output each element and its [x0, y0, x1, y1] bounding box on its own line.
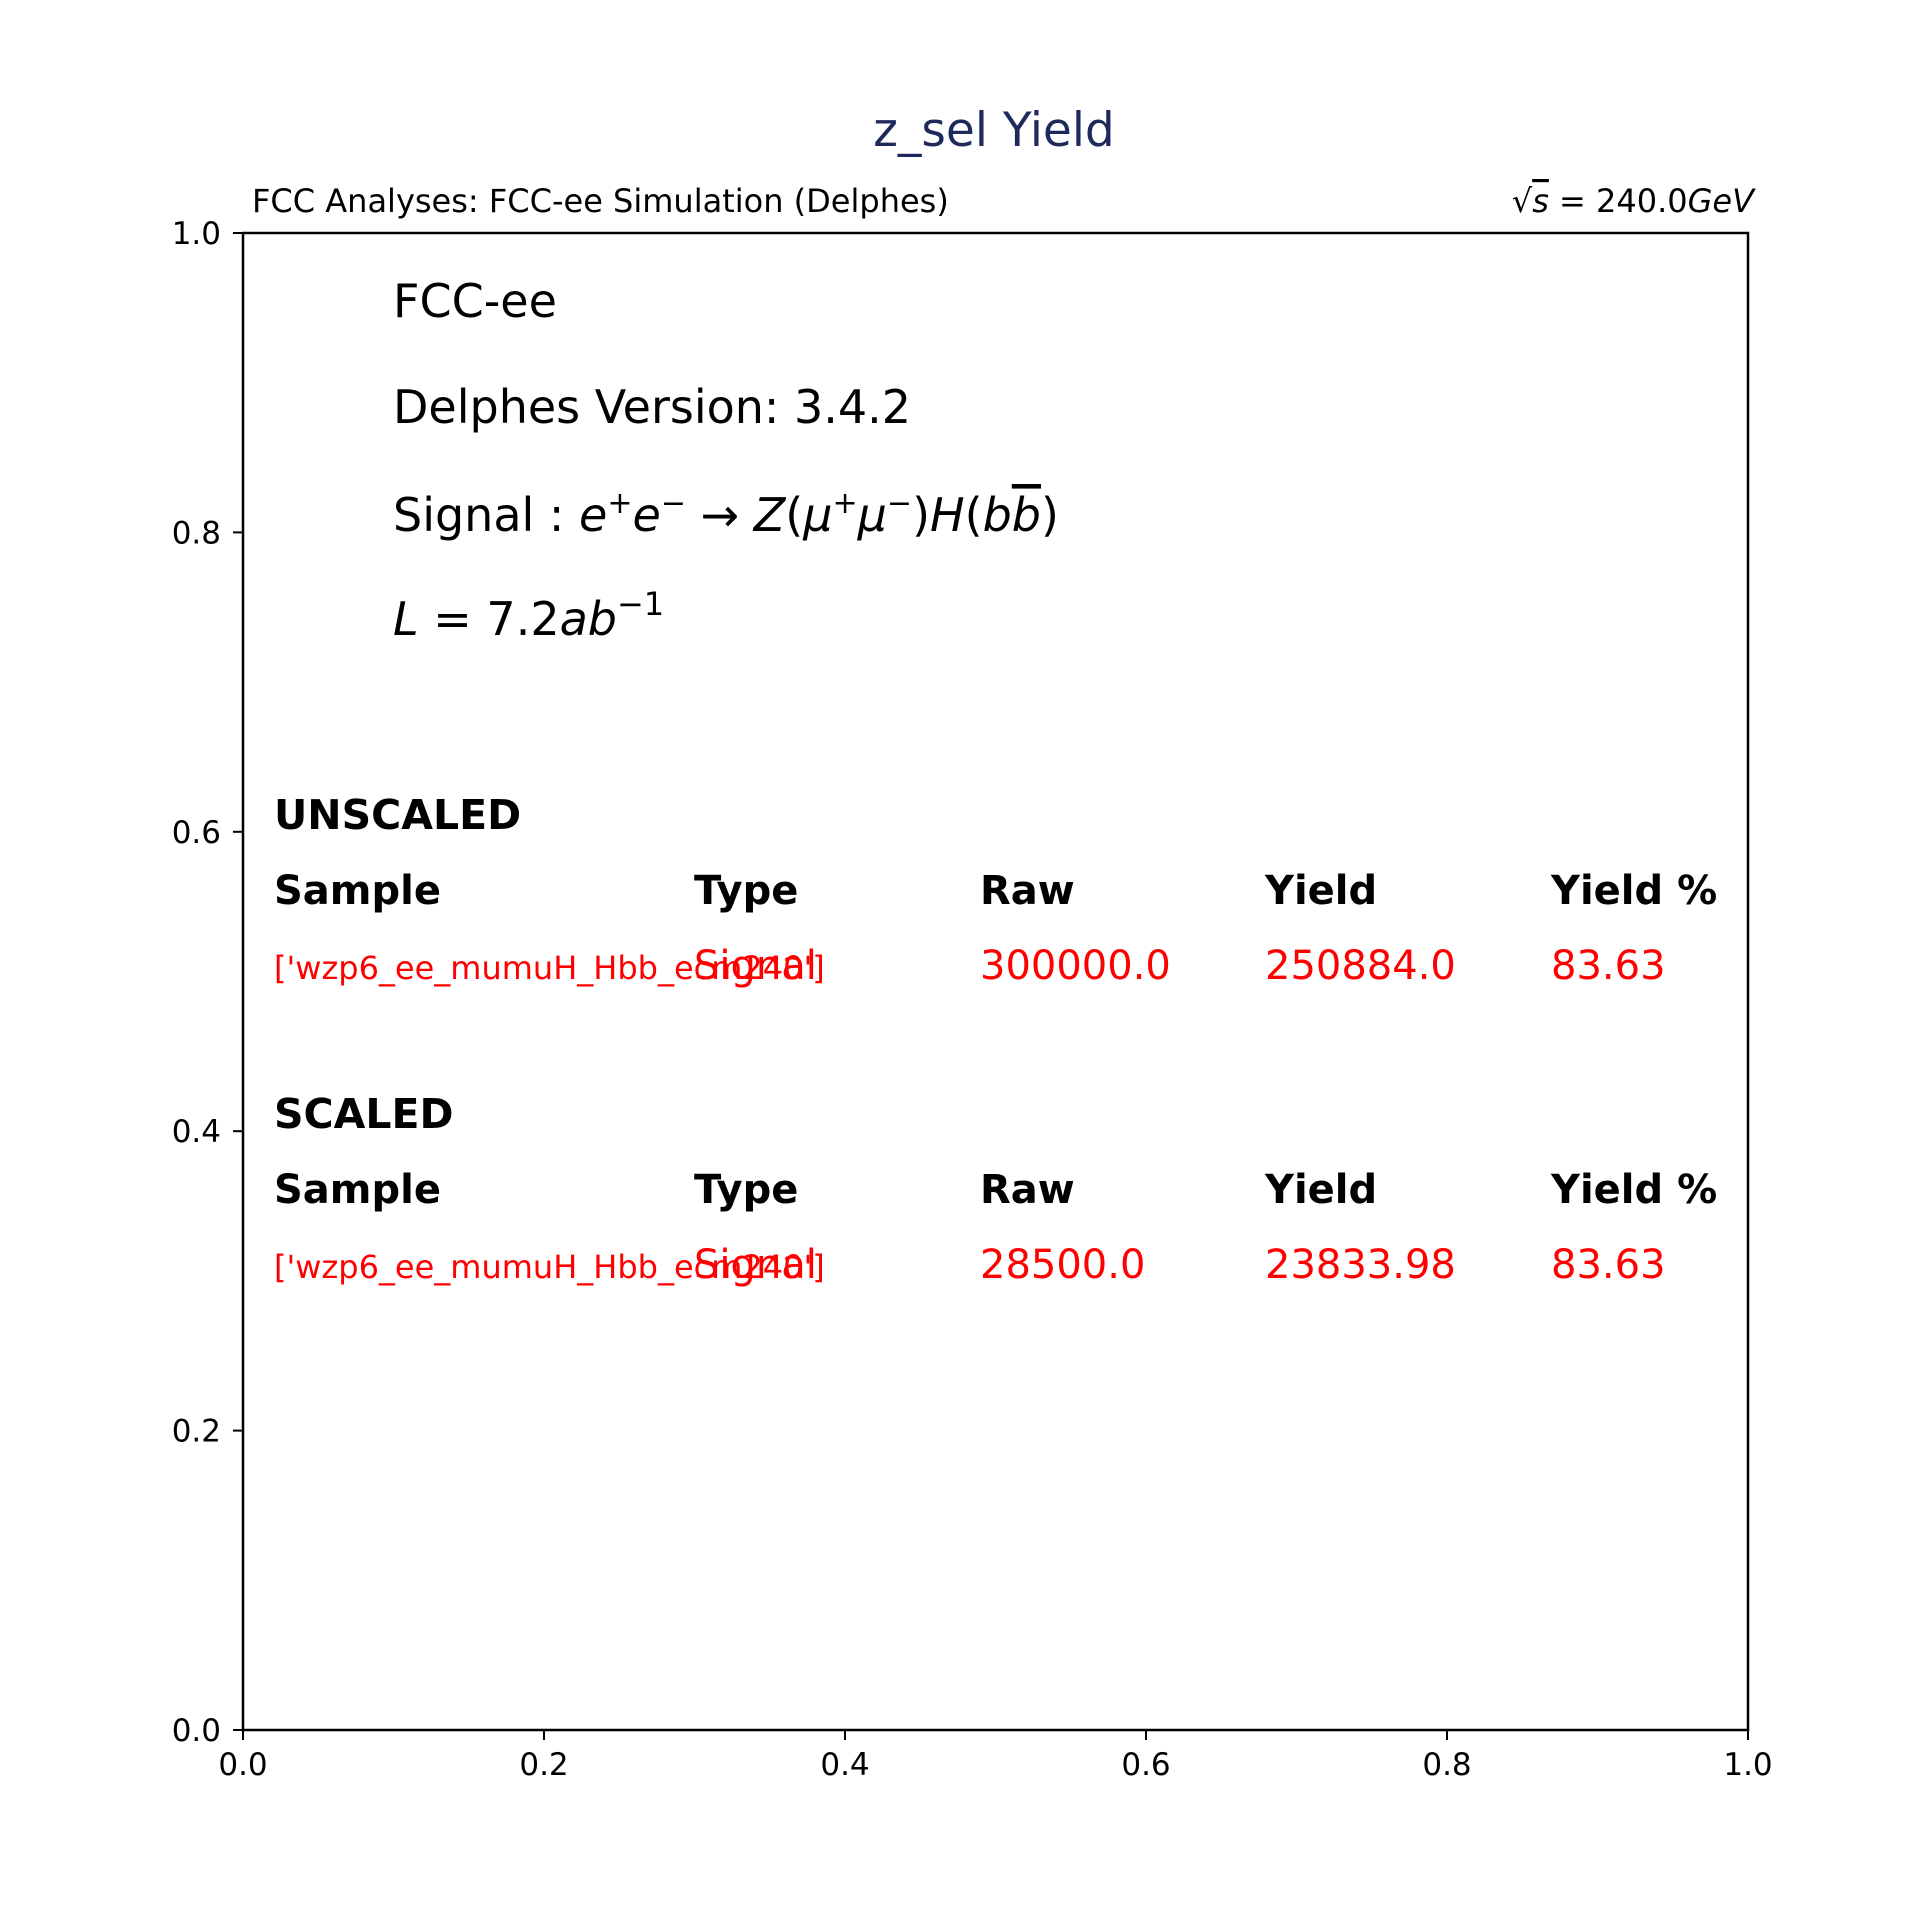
- header-left: FCC Analyses: FCC-ee Simulation (Delphes…: [252, 182, 949, 220]
- row-yield-pct: 83.63: [1551, 943, 1666, 989]
- x-tick-label: 0.6: [1121, 1747, 1170, 1783]
- section-label: SCALED: [274, 1090, 454, 1138]
- x-tick-label: 0.8: [1422, 1747, 1471, 1783]
- y-tick-label: 0.0: [172, 1713, 221, 1749]
- column-header: Sample: [274, 868, 441, 914]
- x-tick-label: 1.0: [1723, 1747, 1772, 1783]
- row-raw: 28500.0: [980, 1242, 1145, 1288]
- header-right: √s = 240.0GeV: [1512, 182, 1756, 220]
- x-tick-label: 0.4: [820, 1747, 869, 1783]
- column-header: Sample: [274, 1167, 441, 1213]
- column-header: Yield: [1264, 868, 1377, 914]
- column-header: Raw: [980, 868, 1075, 914]
- axis-ticks: 0.0 0.2 0.4 0.6 0.8 1.0 0.0 0.2 0.4 0.6 0.8 1.0: [172, 216, 1773, 1783]
- x-tick-label: 0.0: [218, 1747, 267, 1783]
- y-tick-label: 0.4: [172, 1114, 221, 1150]
- row-type: Signal: [694, 943, 817, 989]
- y-tick-label: 0.8: [172, 515, 221, 551]
- lumi-unit: ab: [560, 592, 617, 646]
- column-header: Type: [694, 1167, 798, 1213]
- y-tick-label: 0.6: [172, 815, 221, 851]
- x-tick-label: 0.2: [519, 1747, 568, 1783]
- energy-unit: GeV: [1688, 182, 1756, 220]
- axes-frame: [241, 231, 1750, 1732]
- sqrt-symbol: √: [1512, 182, 1533, 220]
- row-yield: 23833.98: [1265, 1242, 1456, 1288]
- signal-prefix: Signal :: [393, 488, 579, 542]
- sqrt-s: s: [1532, 182, 1549, 220]
- row-yield: 250884.0: [1265, 943, 1456, 989]
- y-tick-label: 0.2: [172, 1414, 221, 1450]
- chart-title: z_sel Yield: [873, 103, 1114, 158]
- yield-table: UNSCALED Sample Type Raw Yield Yield % ['wzp6_…: [274, 791, 1717, 1288]
- row-type: Signal: [694, 1242, 817, 1288]
- experiment-label: FCC-ee: [393, 274, 557, 328]
- row-sample: ['wzp6_ee_mumuH_Hbb_ecm240']: [274, 1248, 825, 1286]
- column-header: Yield: [1264, 1167, 1377, 1213]
- signal-process: Signal : e+e− → Z(μ+μ−)H(bb): [393, 486, 1059, 542]
- row-raw: 300000.0: [980, 943, 1171, 989]
- column-header: Raw: [980, 1167, 1075, 1213]
- column-header: Type: [694, 868, 798, 914]
- delphes-version: Delphes Version: 3.4.2: [393, 380, 911, 434]
- y-tick-label: 1.0: [172, 216, 221, 252]
- lumi-exponent: −1: [617, 585, 664, 623]
- lumi-value: = 7.2: [419, 592, 560, 646]
- luminosity: L = 7.2ab−1: [393, 585, 664, 646]
- row-sample: ['wzp6_ee_mumuH_Hbb_ecm240']: [274, 949, 825, 987]
- lumi-symbol: L: [393, 592, 419, 646]
- section-label: UNSCALED: [274, 791, 521, 839]
- column-header: Yield %: [1550, 868, 1717, 914]
- energy-value: = 240.0: [1549, 182, 1688, 220]
- column-header: Yield %: [1550, 1167, 1717, 1213]
- row-yield-pct: 83.63: [1551, 1242, 1666, 1288]
